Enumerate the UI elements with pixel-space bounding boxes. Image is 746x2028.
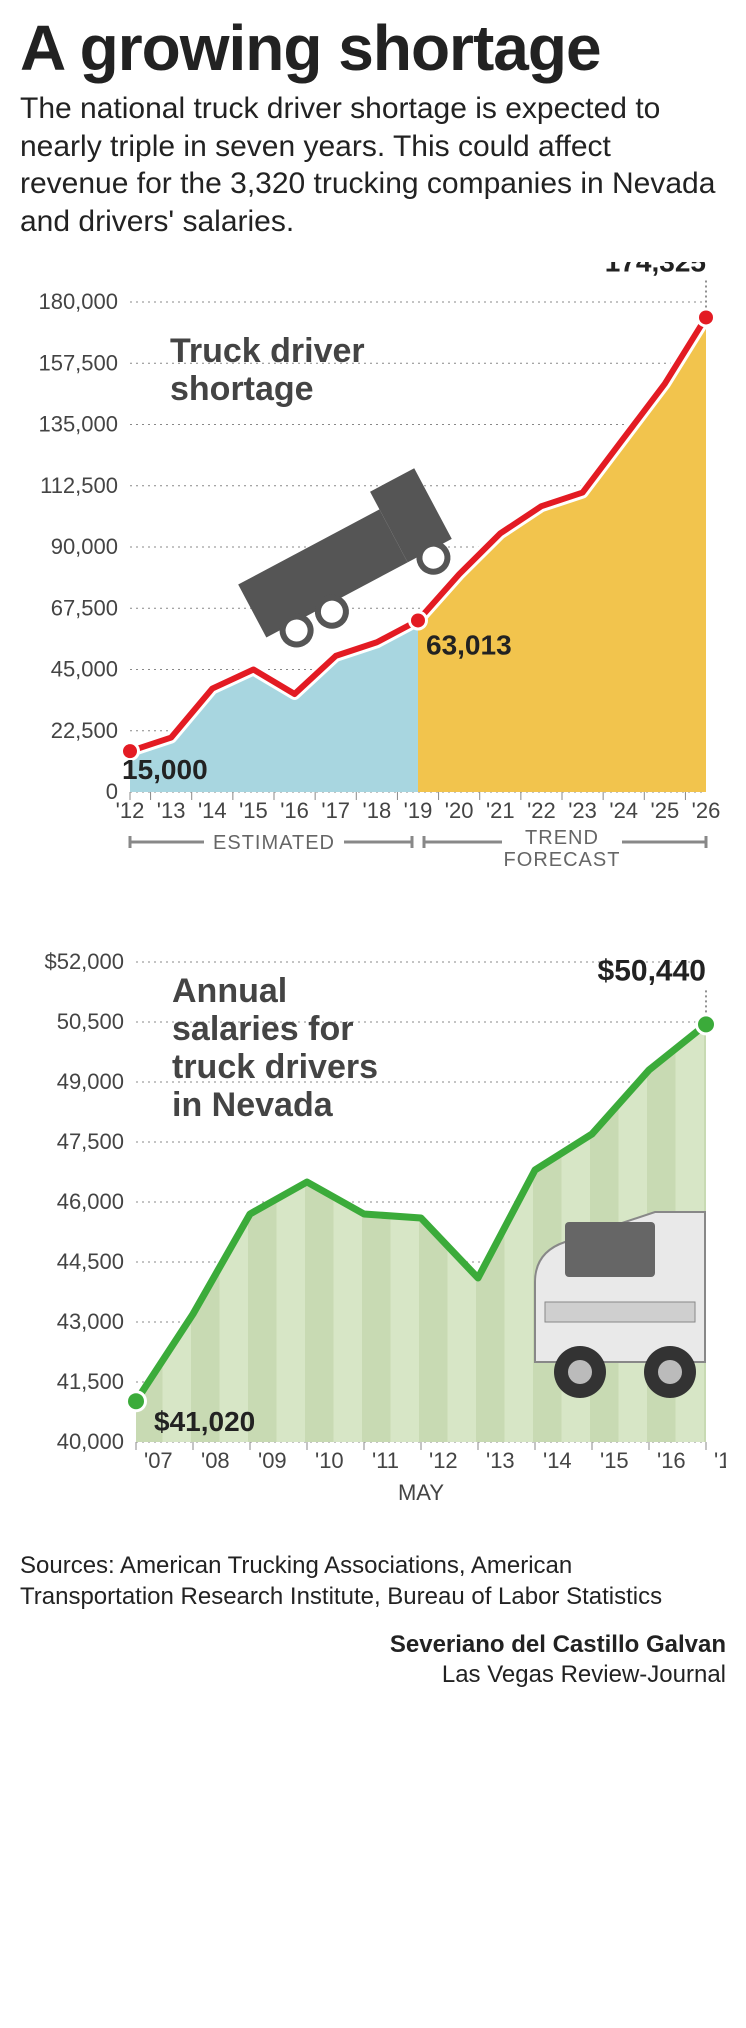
svg-text:'17: '17 [321,798,350,823]
lede-paragraph: The national truck driver shortage is ex… [20,90,726,240]
svg-text:'08: '08 [201,1448,230,1473]
svg-text:$41,020: $41,020 [154,1406,255,1437]
svg-text:'14: '14 [198,798,227,823]
svg-text:shortage: shortage [170,370,314,408]
svg-text:90,000: 90,000 [51,534,118,559]
svg-text:'15: '15 [239,798,268,823]
svg-text:MAY: MAY [398,1480,444,1505]
svg-text:truck drivers: truck drivers [172,1048,378,1086]
svg-text:'12: '12 [429,1448,458,1473]
svg-text:50,500: 50,500 [57,1009,124,1034]
svg-text:Truck driver: Truck driver [170,332,365,370]
svg-text:$50,440: $50,440 [598,954,706,987]
svg-text:TREND: TREND [525,827,599,849]
svg-text:Annual: Annual [172,972,287,1010]
svg-text:'13: '13 [157,798,186,823]
svg-text:'15: '15 [600,1448,629,1473]
svg-text:'12: '12 [116,798,145,823]
svg-text:'24: '24 [609,798,638,823]
svg-text:15,000: 15,000 [122,754,208,785]
svg-text:44,500: 44,500 [57,1249,124,1274]
svg-text:'20: '20 [445,798,474,823]
svg-text:47,500: 47,500 [57,1129,124,1154]
svg-text:112,500: 112,500 [40,473,118,498]
svg-text:67,500: 67,500 [51,595,118,620]
svg-text:135,000: 135,000 [38,412,118,437]
svg-text:'25: '25 [651,798,680,823]
svg-text:'17: '17 [714,1448,726,1473]
svg-text:'14: '14 [543,1448,572,1473]
svg-text:43,000: 43,000 [57,1309,124,1334]
chart-salaries: 40,000 41,500 43,000 44,500 46,000 47,500 49,0… [20,912,726,1532]
svg-text:'13: '13 [486,1448,515,1473]
byline-paper: Las Vegas Review-Journal [20,1660,726,1690]
svg-text:22,500: 22,500 [51,718,118,743]
svg-text:ESTIMATED: ESTIMATED [213,832,335,854]
svg-text:63,013: 63,013 [426,629,512,660]
svg-text:45,000: 45,000 [51,657,118,682]
svg-text:174,325: 174,325 [605,262,706,277]
svg-text:'22: '22 [527,798,556,823]
headline: A growing shortage [20,16,726,80]
svg-text:FORECAST: FORECAST [504,849,621,871]
svg-text:in Nevada: in Nevada [172,1086,334,1124]
svg-text:$52,000: $52,000 [44,949,124,974]
svg-text:'19: '19 [404,798,433,823]
svg-text:180,000: 180,000 [38,289,118,314]
svg-text:'10: '10 [315,1448,344,1473]
svg-text:41,500: 41,500 [57,1369,124,1394]
svg-text:49,000: 49,000 [57,1069,124,1094]
svg-text:'11: '11 [372,1448,399,1473]
sources-line: Sources: American Trucking Associations,… [20,1550,726,1612]
byline-author: Severiano del Castillo Galvan [20,1630,726,1660]
byline: Severiano del Castillo Galvan Las Vegas … [20,1630,726,1690]
svg-text:46,000: 46,000 [57,1189,124,1214]
svg-text:157,500: 157,500 [38,350,118,375]
svg-text:salaries for: salaries for [172,1010,353,1048]
svg-text:'16: '16 [280,798,309,823]
svg-text:'21: '21 [486,798,515,823]
svg-text:'18: '18 [363,798,392,823]
svg-text:'26: '26 [692,798,721,823]
svg-text:'23: '23 [568,798,597,823]
svg-text:'16: '16 [657,1448,686,1473]
svg-text:40,000: 40,000 [57,1429,124,1454]
svg-text:'09: '09 [258,1448,287,1473]
chart-shortage: 022,50045,00067,50090,000112,500135,0001… [20,262,726,902]
svg-text:'07: '07 [144,1448,173,1473]
